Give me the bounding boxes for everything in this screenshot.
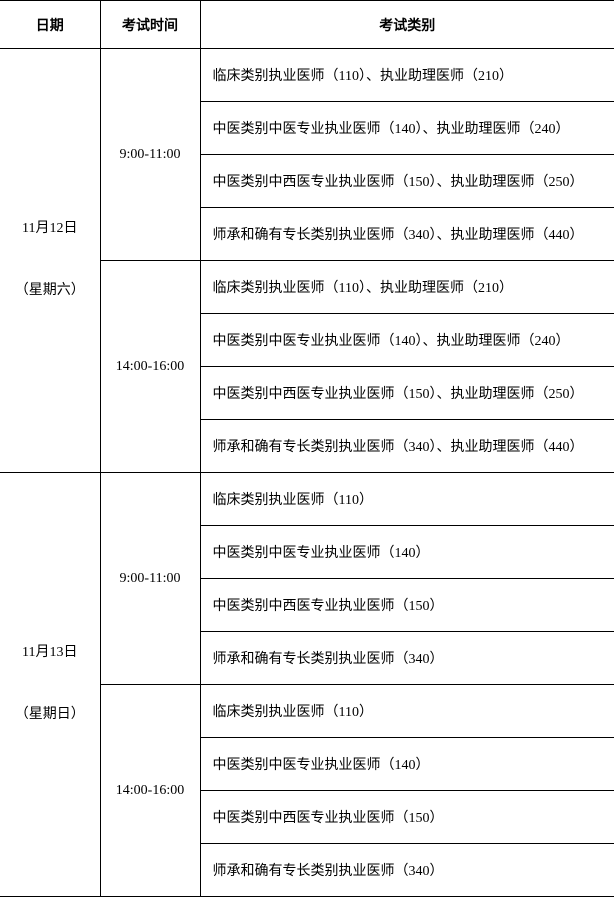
time-cell-day2-afternoon: 14:00-16:00 bbox=[100, 685, 200, 897]
date-line1: 11月13日 bbox=[4, 638, 96, 669]
type-cell: 中医类别中医专业执业医师（140） bbox=[200, 526, 614, 579]
type-cell: 临床类别执业医师（110） bbox=[200, 473, 614, 526]
table-row: 11月12日 （星期六） 9:00-11:00 临床类别执业医师（110）、执业… bbox=[0, 49, 614, 102]
header-date: 日期 bbox=[0, 1, 100, 49]
type-cell: 临床类别执业医师（110）、执业助理医师（210） bbox=[200, 49, 614, 102]
type-cell: 临床类别执业医师（110） bbox=[200, 685, 614, 738]
type-cell: 临床类别执业医师（110）、执业助理医师（210） bbox=[200, 261, 614, 314]
exam-schedule-table: 日期 考试时间 考试类别 11月12日 （星期六） 9:00-11:00 临床类… bbox=[0, 0, 614, 897]
table-header-row: 日期 考试时间 考试类别 bbox=[0, 1, 614, 49]
date-line1: 11月12日 bbox=[4, 214, 96, 245]
date-cell-day2: 11月13日 （星期日） bbox=[0, 473, 100, 897]
date-cell-day1: 11月12日 （星期六） bbox=[0, 49, 100, 473]
type-cell: 中医类别中医专业执业医师（140） bbox=[200, 738, 614, 791]
date-line2: （星期日） bbox=[4, 700, 96, 731]
type-cell: 师承和确有专长类别执业医师（340） bbox=[200, 632, 614, 685]
type-cell: 中医类别中西医专业执业医师（150） bbox=[200, 579, 614, 632]
header-type: 考试类别 bbox=[200, 1, 614, 49]
header-time: 考试时间 bbox=[100, 1, 200, 49]
type-cell: 师承和确有专长类别执业医师（340） bbox=[200, 844, 614, 897]
type-cell: 师承和确有专长类别执业医师（340）、执业助理医师（440） bbox=[200, 208, 614, 261]
time-cell-day2-morning: 9:00-11:00 bbox=[100, 473, 200, 685]
date-line2: （星期六） bbox=[4, 276, 96, 307]
time-cell-day1-morning: 9:00-11:00 bbox=[100, 49, 200, 261]
type-cell: 师承和确有专长类别执业医师（340）、执业助理医师（440） bbox=[200, 420, 614, 473]
type-cell: 中医类别中西医专业执业医师（150）、执业助理医师（250） bbox=[200, 155, 614, 208]
type-cell: 中医类别中医专业执业医师（140）、执业助理医师（240） bbox=[200, 314, 614, 367]
type-cell: 中医类别中西医专业执业医师（150） bbox=[200, 791, 614, 844]
time-cell-day1-afternoon: 14:00-16:00 bbox=[100, 261, 200, 473]
table-row: 11月13日 （星期日） 9:00-11:00 临床类别执业医师（110） bbox=[0, 473, 614, 526]
type-cell: 中医类别中西医专业执业医师（150）、执业助理医师（250） bbox=[200, 367, 614, 420]
type-cell: 中医类别中医专业执业医师（140）、执业助理医师（240） bbox=[200, 102, 614, 155]
